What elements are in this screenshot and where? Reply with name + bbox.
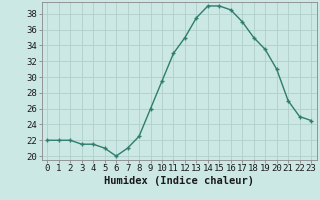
X-axis label: Humidex (Indice chaleur): Humidex (Indice chaleur) [104,176,254,186]
